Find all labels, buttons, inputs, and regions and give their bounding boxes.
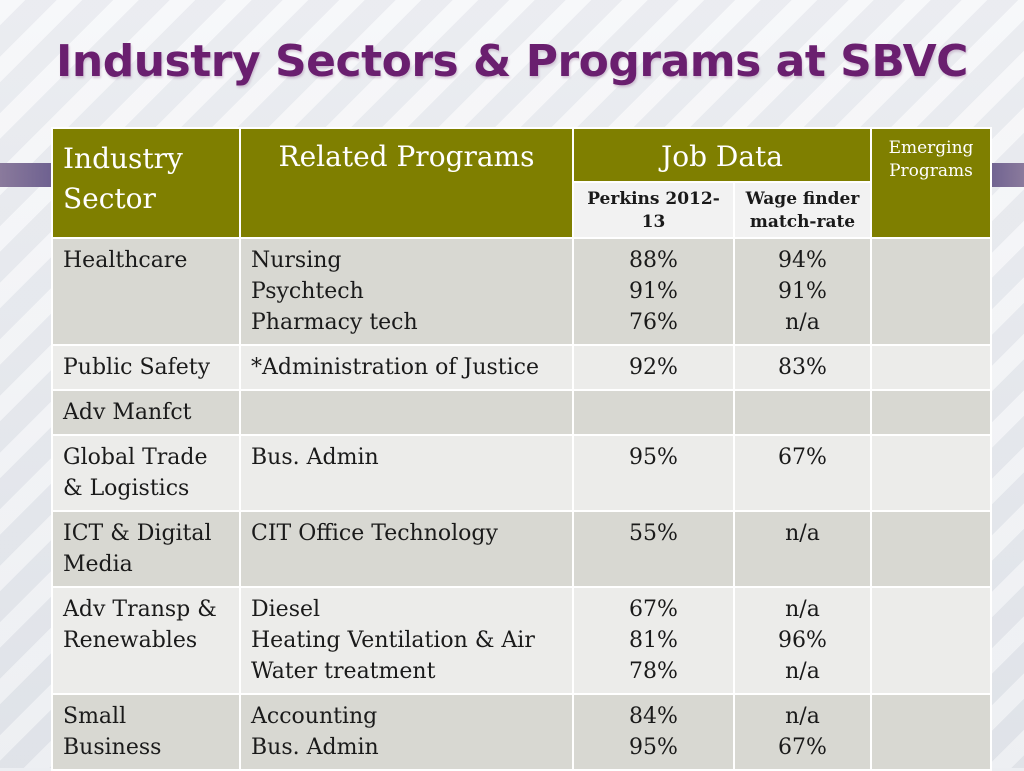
sector-cell: Adv Transp & Renewables xyxy=(51,586,241,695)
perkins-cell-line: 92% xyxy=(629,355,678,380)
perkins-cell-line: 67% xyxy=(629,597,678,622)
header-emerging-programs: Emerging Programs xyxy=(870,127,992,239)
wage-finder-cell-line: 91% xyxy=(778,279,827,304)
wage-finder-cell-line: n/a xyxy=(785,310,820,335)
header-industry-sector: Industry Sector xyxy=(51,127,241,239)
subheader-row: Perkins 2012-13 Wage finder match-rate xyxy=(52,181,991,239)
wage-finder-cell-line: n/a xyxy=(785,597,820,622)
emerging-cell xyxy=(870,510,992,588)
table-body: Healthcare Nursing Psychtech Pharmacy tech 8… xyxy=(51,237,992,771)
right-accent-bar xyxy=(988,163,1024,187)
perkins-cell xyxy=(572,389,735,436)
table-row: Small Business Accounting Bus. Admin 84% 95%… xyxy=(51,693,992,771)
wage-finder-cell: n/a xyxy=(733,510,872,588)
wage-finder-cell xyxy=(733,389,872,436)
perkins-cell-line: 88% xyxy=(629,248,678,273)
left-accent-bar xyxy=(0,163,52,187)
header-job-data: Job Data xyxy=(572,127,872,183)
programs-cell-line: Psychtech xyxy=(251,279,364,304)
wage-finder-cell-line: 94% xyxy=(778,248,827,273)
perkins-cell-line: 95% xyxy=(629,735,678,760)
wage-finder-cell: 94% 91% n/a xyxy=(733,237,872,346)
wage-finder-cell-line: n/a xyxy=(785,521,820,546)
emerging-cell xyxy=(870,237,992,346)
wage-finder-cell-line: 96% xyxy=(778,628,827,653)
perkins-cell-line: 55% xyxy=(629,521,678,546)
emerging-cell xyxy=(870,389,992,436)
perkins-cell-line: 95% xyxy=(629,445,678,470)
perkins-cell: 88% 91% 76% xyxy=(572,237,735,346)
wage-finder-cell: n/a 96% n/a xyxy=(733,586,872,695)
programs-table: Industry Sector Related Programs Job Dat… xyxy=(51,127,992,771)
sector-cell: ICT & Digital Media xyxy=(51,510,241,588)
programs-cell-line: Accounting xyxy=(251,704,378,729)
sector-cell-line: Global Trade & Logistics xyxy=(63,445,208,501)
wage-finder-cell-line: n/a xyxy=(785,659,820,684)
perkins-cell-line: 78% xyxy=(629,659,678,684)
sector-cell: Adv Manfct xyxy=(51,389,241,436)
programs-cell: *Administration of Justice xyxy=(239,344,574,391)
programs-cell-line: CIT Office Technology xyxy=(251,521,498,546)
programs-cell-line: *Administration of Justice xyxy=(251,355,539,380)
sector-cell-line: Adv Transp & Renewables xyxy=(63,597,217,653)
programs-cell-line: Diesel xyxy=(251,597,321,622)
table-row: Global Trade & Logistics Bus. Admin 95% 67% xyxy=(51,434,992,512)
perkins-cell-line: 76% xyxy=(629,310,678,335)
programs-cell-line: Water treatment xyxy=(251,659,436,684)
perkins-cell: 92% xyxy=(572,344,735,391)
table-row: ICT & Digital Media CIT Office Technology… xyxy=(51,510,992,588)
sector-cell: Small Business xyxy=(51,693,241,771)
perkins-cell-line: 84% xyxy=(629,704,678,729)
wage-finder-cell-line: 67% xyxy=(778,735,827,760)
slide-title: Industry Sectors & Programs at SBVC xyxy=(56,36,968,87)
programs-cell: CIT Office Technology xyxy=(239,510,574,588)
programs-cell: Diesel Heating Ventilation & Air Water tre… xyxy=(239,586,574,695)
programs-cell xyxy=(239,389,574,436)
sector-cell-line: Adv Manfct xyxy=(63,400,192,425)
programs-cell-line: Heating Ventilation & Air xyxy=(251,628,535,653)
sector-cell: Healthcare xyxy=(51,237,241,346)
emerging-cell xyxy=(870,344,992,391)
emerging-cell xyxy=(870,434,992,512)
sector-cell: Public Safety xyxy=(51,344,241,391)
table-row: Public Safety *Administration of Justice 9… xyxy=(51,344,992,391)
perkins-cell-line: 81% xyxy=(629,628,678,653)
programs-cell-line: Nursing xyxy=(251,248,342,273)
sector-cell-line: Healthcare xyxy=(63,248,188,273)
emerging-cell xyxy=(870,693,992,771)
table-row: Adv Manfct xyxy=(51,389,992,436)
programs-cell: Accounting Bus. Admin xyxy=(239,693,574,771)
sector-cell-line: Small Business xyxy=(63,704,162,760)
perkins-cell-line: 91% xyxy=(629,279,678,304)
wage-finder-cell: 83% xyxy=(733,344,872,391)
sector-cell-line: ICT & Digital Media xyxy=(63,521,212,577)
header-row: Industry Sector Related Programs Job Dat… xyxy=(51,127,992,239)
header-wage-finder: Wage finder match-rate xyxy=(733,181,872,239)
perkins-cell: 95% xyxy=(572,434,735,512)
table-row: Adv Transp & Renewables Diesel Heating Ven… xyxy=(51,586,992,695)
wage-finder-cell: 67% xyxy=(733,434,872,512)
programs-cell-line: Bus. Admin xyxy=(251,445,379,470)
sector-cell-line: Public Safety xyxy=(63,355,211,380)
wage-finder-cell-line: 83% xyxy=(778,355,827,380)
wage-finder-cell-line: 67% xyxy=(778,445,827,470)
wage-finder-cell-line: n/a xyxy=(785,704,820,729)
perkins-cell: 55% xyxy=(572,510,735,588)
sector-cell: Global Trade & Logistics xyxy=(51,434,241,512)
perkins-cell: 84% 95% xyxy=(572,693,735,771)
programs-cell: Nursing Psychtech Pharmacy tech xyxy=(239,237,574,346)
programs-cell-line: Bus. Admin xyxy=(251,735,379,760)
wage-finder-cell: n/a 67% xyxy=(733,693,872,771)
programs-cell-line: Pharmacy tech xyxy=(251,310,418,335)
emerging-cell xyxy=(870,586,992,695)
perkins-cell: 67% 81% 78% xyxy=(572,586,735,695)
header-perkins: Perkins 2012-13 xyxy=(572,181,735,239)
table-row: Healthcare Nursing Psychtech Pharmacy tech 8… xyxy=(51,237,992,346)
programs-cell: Bus. Admin xyxy=(239,434,574,512)
header-related-programs: Related Programs xyxy=(239,127,574,239)
